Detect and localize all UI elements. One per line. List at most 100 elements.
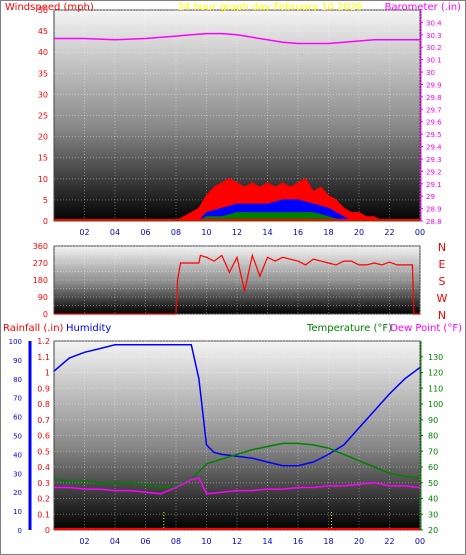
direction-line [54, 253, 420, 315]
compass-label: N [438, 241, 446, 254]
wind-tick-label: 0 [43, 217, 48, 226]
windspeed-axis-title: Windspeed (mph) [5, 2, 94, 13]
x-tick-label: 06 [140, 537, 150, 546]
direction-tick-label: 90 [38, 293, 48, 302]
wind-tick-label: 35 [38, 69, 48, 78]
baro-tick-label: 29.1 [426, 181, 442, 189]
direction-tick-label: 0 [43, 310, 48, 319]
x-tick-label: 18 [323, 537, 333, 546]
x-tick-label: 06 [140, 228, 150, 237]
baro-tick-label: 28.8 [426, 218, 442, 226]
x-tick-label: 00 [415, 228, 425, 237]
rain-tick-label: 0.4 [37, 463, 50, 472]
baro-tick-label: 29.6 [426, 119, 442, 127]
temp-tick-label: 100 [428, 400, 443, 409]
humidity-line [53, 344, 421, 467]
baro-tick-label: 29.3 [426, 156, 442, 164]
baro-tick-label: 30.1 [426, 57, 442, 65]
x-tick-label: 12 [232, 537, 242, 546]
temperature-line [53, 442, 421, 489]
temp-tick-label: 30 [428, 510, 438, 519]
rain-tick-label: 0.3 [37, 479, 50, 488]
temp-tick-label: 130 [428, 353, 443, 362]
direction-tick-label: 180 [33, 276, 48, 285]
x-tick-label: 02 [79, 228, 89, 237]
humidity-tick-label: 50 [13, 433, 22, 441]
baro-tick-label: 28.9 [426, 206, 442, 214]
rain-tick-label: 1.1 [37, 353, 50, 362]
baro-tick-label: 30 [426, 69, 435, 77]
x-tick-label: 12 [232, 228, 242, 237]
wind-tick-label: 50 [38, 6, 48, 15]
humidity-axis-title: Humidity [66, 323, 111, 334]
x-tick-label: 20 [354, 537, 364, 546]
baro-tick-label: 29.9 [426, 81, 442, 89]
rain-tick-label: 0.9 [37, 384, 50, 393]
x-tick-label: 20 [354, 228, 364, 237]
humidity-tick-label: 30 [13, 470, 22, 478]
baro-tick-label: 29.4 [426, 144, 442, 152]
temp-tick-label: 40 [428, 495, 438, 504]
humidity-tick-label: 40 [13, 451, 22, 459]
x-tick-label: 16 [293, 537, 303, 546]
humidity-tick-label: 70 [13, 395, 22, 403]
x-tick-label: 14 [262, 228, 272, 237]
wind-tick-label: 40 [38, 48, 48, 57]
temperature-axis-title: Temperature (°F) [306, 323, 392, 334]
rain-tick-label: 0.7 [37, 416, 50, 425]
rainfall-axis-title: Rainfall (.in) [3, 323, 64, 334]
wind-tick-label: 20 [38, 133, 48, 142]
humidity-tick-label: 0 [18, 527, 22, 535]
baro-tick-label: 29.7 [426, 106, 442, 114]
wind-tick-label: 15 [38, 154, 48, 163]
rain-tick-label: 1.2 [37, 337, 50, 346]
direction-tick-label: 360 [33, 242, 48, 251]
wind-tick-label: 30 [38, 90, 48, 99]
temp-tick-label: 20 [428, 526, 438, 535]
direction-tick-label: 270 [33, 259, 48, 268]
x-tick-label: 02 [79, 537, 89, 546]
rain-tick-label: 0.6 [37, 432, 50, 441]
humidity-tick-label: 20 [13, 489, 22, 497]
temp-tick-label: 80 [428, 432, 438, 441]
temp-tick-label: 110 [428, 384, 443, 393]
series [53, 32, 421, 530]
temp-tick-label: 90 [428, 416, 438, 425]
rain-tick-label: 0.8 [37, 400, 50, 409]
wind-tick-label: 25 [38, 112, 48, 121]
dewpoint-axis-title: Dew Point (°F) [390, 323, 462, 334]
humidity-tick-label: 10 [13, 508, 22, 516]
baro-tick-label: 30.4 [426, 19, 442, 27]
x-tick-label: 00 [415, 537, 425, 546]
compass-label: W [437, 292, 448, 305]
compass-label: S [439, 275, 446, 288]
rain-tick-label: 0 [45, 526, 50, 535]
baro-tick-label: 30.2 [426, 44, 442, 52]
x-tick-label: 10 [201, 537, 211, 546]
barometer-axis-title: Barometer (.in) [385, 2, 461, 13]
baro-tick-label: 29.5 [426, 131, 442, 139]
x-tick-label: 16 [293, 228, 303, 237]
dew-point-line [54, 477, 421, 495]
compass-label: N [438, 309, 446, 322]
wind-tick-label: 45 [38, 27, 48, 36]
baro-tick-label: 29.2 [426, 168, 442, 176]
baro-tick-label: 29 [426, 193, 435, 201]
humidity-tick-label: 100 [9, 338, 22, 346]
temp-tick-label: 70 [428, 447, 438, 456]
rain-tick-label: 0.2 [37, 495, 50, 504]
temp-tick-label: 60 [428, 463, 438, 472]
x-tick-label: 08 [171, 228, 181, 237]
baro-tick-label: 30.3 [426, 32, 442, 40]
compass-label: E [439, 258, 446, 271]
x-tick-label: 18 [323, 228, 333, 237]
x-tick-label: 10 [201, 228, 211, 237]
humidity-tick-label: 80 [13, 376, 22, 384]
rain-tick-label: 0.5 [37, 447, 50, 456]
x-tick-label: 04 [110, 228, 120, 237]
temp-tick-label: 50 [428, 479, 438, 488]
x-tick-label: 22 [384, 537, 394, 546]
humidity-tick-label: 90 [13, 357, 22, 365]
